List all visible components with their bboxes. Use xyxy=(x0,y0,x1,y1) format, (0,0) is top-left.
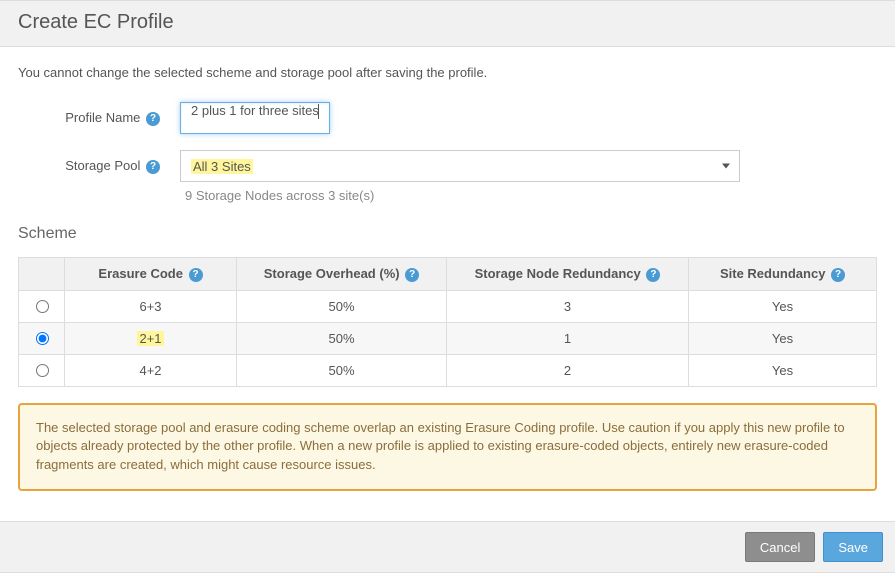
column-header-storage-overhead: Storage Overhead (%) ? xyxy=(237,258,447,291)
cell-node-redundancy: 3 xyxy=(447,290,689,322)
warning-alert: The selected storage pool and erasure co… xyxy=(18,403,877,492)
column-header-node-redundancy: Storage Node Redundancy ? xyxy=(447,258,689,291)
scheme-table: Erasure Code ? Storage Overhead (%) ? St… xyxy=(18,257,877,387)
cell-storage-overhead: 50% xyxy=(237,354,447,386)
help-icon[interactable]: ? xyxy=(146,160,160,174)
cell-erasure-code: 2+1 xyxy=(65,322,237,354)
cell-erasure-code: 6+3 xyxy=(65,290,237,322)
scheme-radio[interactable] xyxy=(36,332,49,345)
cell-erasure-code: 4+2 xyxy=(65,354,237,386)
dialog-header: Create EC Profile xyxy=(0,1,895,47)
cell-storage-overhead: 50% xyxy=(237,290,447,322)
cell-storage-overhead: 50% xyxy=(237,322,447,354)
storage-pool-label: Storage Pool ? xyxy=(18,158,166,174)
storage-pool-row: Storage Pool ? All 3 Sites xyxy=(18,150,877,182)
help-icon[interactable]: ? xyxy=(189,268,203,282)
cell-site-redundancy: Yes xyxy=(689,322,877,354)
help-icon[interactable]: ? xyxy=(405,268,419,282)
page-title: Create EC Profile xyxy=(18,11,877,34)
save-button[interactable]: Save xyxy=(823,532,883,562)
storage-pool-selected-value: All 3 Sites xyxy=(191,159,253,174)
intro-note: You cannot change the selected scheme an… xyxy=(18,65,877,80)
storage-pool-subnote: 9 Storage Nodes across 3 site(s) xyxy=(185,188,877,203)
help-icon[interactable]: ? xyxy=(831,268,845,282)
cell-node-redundancy: 2 xyxy=(447,354,689,386)
cell-site-redundancy: Yes xyxy=(689,354,877,386)
profile-name-label: Profile Name ? xyxy=(18,110,166,126)
column-header-erasure-code: Erasure Code ? xyxy=(65,258,237,291)
storage-pool-select[interactable]: All 3 Sites xyxy=(180,150,740,182)
cancel-button[interactable]: Cancel xyxy=(745,532,815,562)
table-row[interactable]: 6+350%3Yes xyxy=(19,290,877,322)
dialog-footer: Cancel Save xyxy=(0,521,895,572)
cell-site-redundancy: Yes xyxy=(689,290,877,322)
scheme-radio[interactable] xyxy=(36,364,49,377)
scheme-radio[interactable] xyxy=(36,300,49,313)
profile-name-input[interactable]: 2 plus 1 for three sites xyxy=(180,102,330,134)
text-caret xyxy=(318,104,319,119)
column-header-select xyxy=(19,258,65,291)
column-header-site-redundancy: Site Redundancy ? xyxy=(689,258,877,291)
help-icon[interactable]: ? xyxy=(646,268,660,282)
profile-name-row: Profile Name ? 2 plus 1 for three sites xyxy=(18,102,877,134)
dialog-body: You cannot change the selected scheme an… xyxy=(0,47,895,521)
help-icon[interactable]: ? xyxy=(146,112,160,126)
cell-node-redundancy: 1 xyxy=(447,322,689,354)
table-row[interactable]: 2+150%1Yes xyxy=(19,322,877,354)
table-row[interactable]: 4+250%2Yes xyxy=(19,354,877,386)
scheme-section-title: Scheme xyxy=(18,225,877,243)
